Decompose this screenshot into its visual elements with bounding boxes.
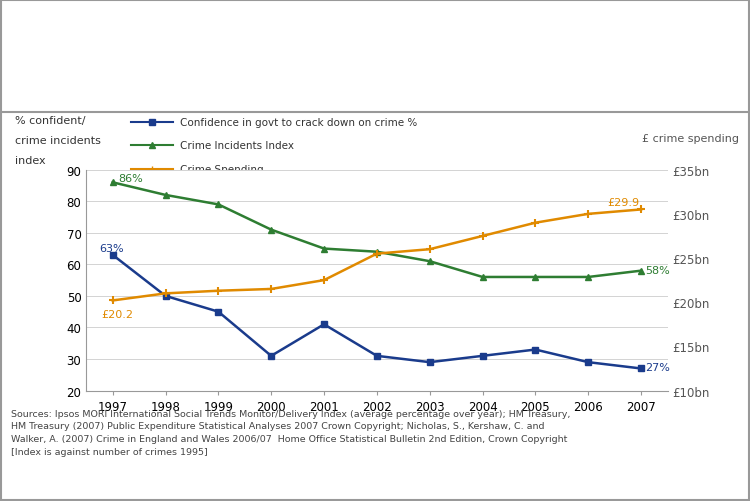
- Text: Sources: Ipsos MORI International Social Trends Monitor/Delivery Index (average : Sources: Ipsos MORI International Social…: [11, 409, 571, 456]
- Text: Confidence in govt to crack down on crime %: Confidence in govt to crack down on crim…: [180, 118, 417, 128]
- Text: 27%: 27%: [645, 362, 670, 372]
- Text: SPENDING ON CRIME, CRIME LEVELS AND: SPENDING ON CRIME, CRIME LEVELS AND: [11, 32, 464, 51]
- Text: 63%: 63%: [99, 243, 124, 253]
- Text: 58%: 58%: [645, 266, 670, 276]
- Text: £20.2: £20.2: [101, 310, 134, 320]
- Text: index: index: [15, 156, 46, 166]
- Text: £ crime spending: £ crime spending: [642, 134, 739, 144]
- Text: £29.9: £29.9: [608, 198, 640, 208]
- Text: crime incidents: crime incidents: [15, 136, 100, 146]
- Text: Crime Incidents Index: Crime Incidents Index: [180, 141, 294, 151]
- Text: % confident/: % confident/: [15, 116, 86, 126]
- Text: PUBLIC CONFIDENCE: PUBLIC CONFIDENCE: [11, 77, 237, 96]
- Text: 86%: 86%: [118, 173, 143, 183]
- Text: Crime Spending: Crime Spending: [180, 164, 264, 174]
